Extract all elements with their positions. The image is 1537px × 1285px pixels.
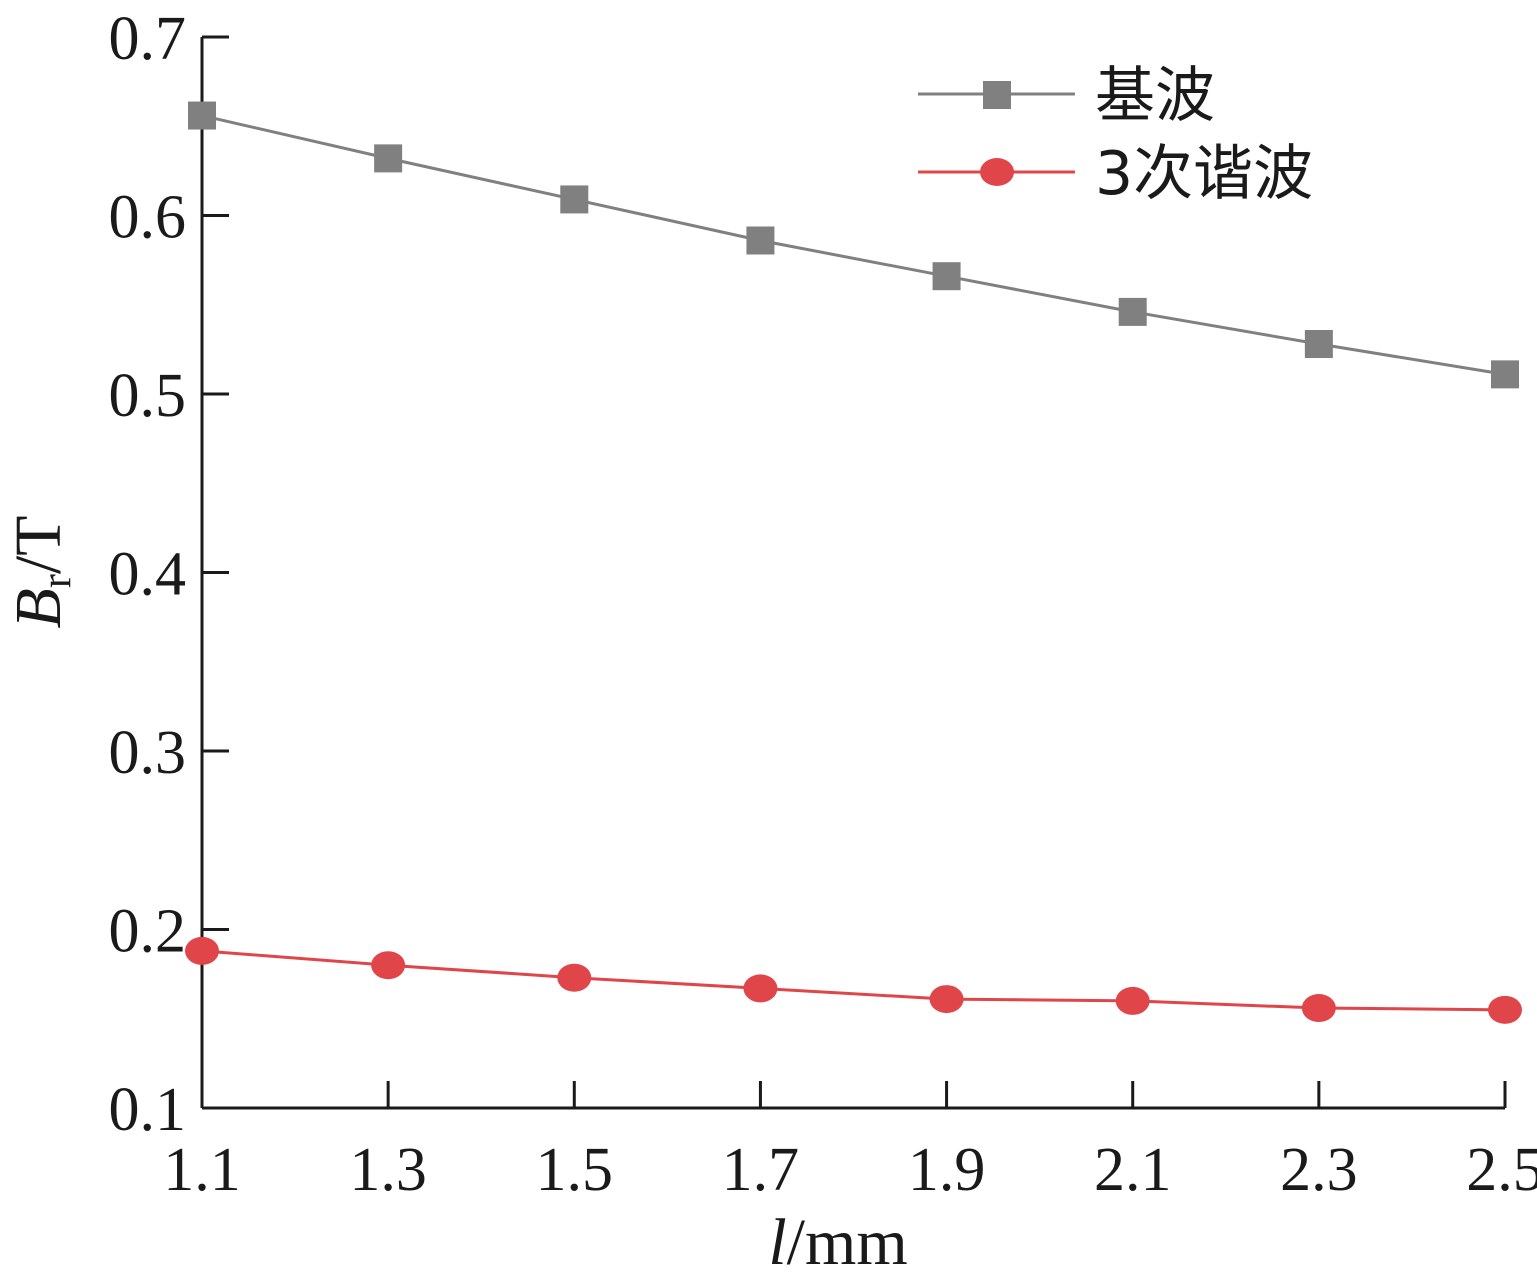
data-point-circle: [1301, 994, 1336, 1023]
legend-label-third-harmonic: 3次谐波: [1095, 139, 1313, 209]
y-tick-label: 0.5: [109, 362, 187, 430]
x-tick-label: 2.3: [1280, 1136, 1358, 1204]
data-point-square: [746, 226, 775, 255]
data-point-square: [560, 185, 589, 214]
y-tick-label: 0.2: [109, 898, 187, 966]
y-axis-variable: B: [2, 588, 75, 628]
x-axis-variable: l: [768, 1206, 786, 1279]
y-tick-label: 0.7: [109, 5, 187, 73]
data-point-square: [932, 262, 961, 291]
y-tick-label: 0.6: [109, 184, 187, 252]
x-tick-label: 1.1: [163, 1136, 241, 1204]
y-tick-label: 0.4: [109, 541, 187, 609]
legend-label-fundamental: 基波: [1095, 61, 1215, 131]
axes: 0.1 0.2 0.3 0.4 0.5 0.6 0.7 1.1 1.3 1.5 1.7 1.9 2.1 2…: [109, 5, 1537, 1204]
series-fundamental: [188, 101, 1519, 389]
y-tick-label: 0.1: [109, 1076, 187, 1144]
data-point-circle: [929, 985, 964, 1014]
x-tick-label: 1.3: [349, 1136, 427, 1204]
data-point-circle: [185, 936, 219, 965]
y-axis-subscript: r: [34, 574, 80, 588]
x-tick-label: 1.9: [908, 1136, 986, 1204]
data-point-square: [1304, 330, 1333, 359]
x-tick-label: 1.5: [536, 1136, 614, 1204]
y-axis-unit: /T: [2, 516, 75, 575]
data-point-square: [188, 101, 216, 130]
series-line: [201, 114, 1506, 376]
y-axis-title: Br/T: [2, 516, 80, 629]
legend-marker-circle: [980, 158, 1014, 186]
x-tick-label: 1.7: [722, 1136, 800, 1204]
data-point-circle: [1115, 986, 1150, 1015]
series-layer: [185, 101, 1522, 1024]
series-third-harmonic: [185, 936, 1522, 1024]
data-point-square: [1491, 360, 1519, 389]
legend-marker-square: [983, 81, 1011, 109]
x-axis-unit: /mm: [787, 1206, 908, 1279]
data-point-circle: [371, 951, 406, 980]
data-point-square: [374, 144, 403, 173]
data-point-square: [1118, 297, 1147, 326]
data-point-circle: [1488, 995, 1522, 1024]
data-point-circle: [743, 974, 778, 1003]
legend: 基波 3次谐波: [918, 61, 1313, 209]
x-axis-title: l/mm: [768, 1206, 907, 1279]
series-line: [201, 949, 1506, 1012]
x-tick-label: 2.1: [1094, 1136, 1172, 1204]
data-point-circle: [557, 963, 592, 992]
y-tick-label: 0.3: [109, 719, 187, 787]
x-tick-label: 2.5: [1466, 1136, 1537, 1204]
